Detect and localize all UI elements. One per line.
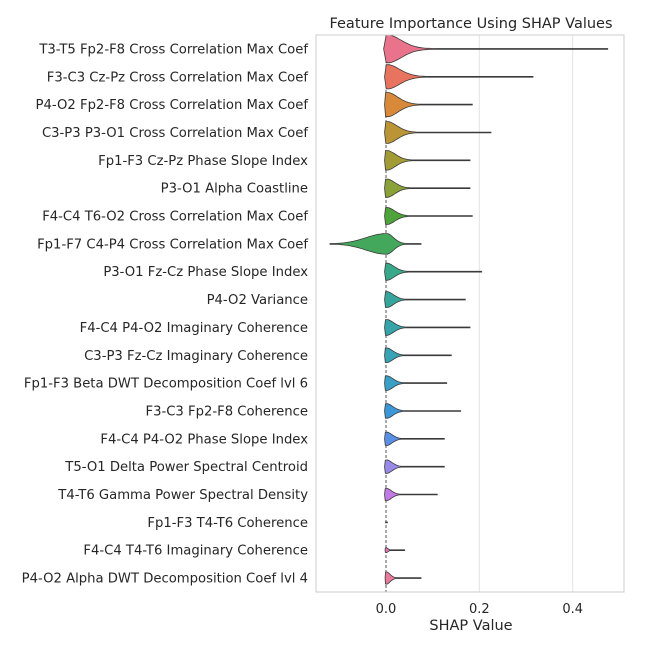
chart-title: Feature Importance Using SHAP Values bbox=[329, 16, 612, 32]
violins bbox=[329, 34, 609, 585]
violin-shape bbox=[384, 121, 492, 144]
violin-shape bbox=[384, 403, 462, 419]
feature-label: T4-T6 Gamma Power Spectral Density bbox=[57, 488, 308, 503]
feature-label: F3-C3 Fp2-F8 Coherence bbox=[145, 404, 308, 419]
feature-label: C3-P3 P3-O1 Cross Correlation Max Coef bbox=[42, 126, 308, 141]
violin-shape bbox=[384, 150, 471, 171]
feature-label: Fp1-F3 Cz-Pz Phase Slope Index bbox=[98, 154, 308, 169]
feature-label: F4-C4 T6-O2 Cross Correlation Max Coef bbox=[42, 210, 308, 225]
violin-shape bbox=[384, 347, 452, 363]
violin-shape bbox=[384, 178, 471, 198]
feature-label: P3-O1 Fz-Cz Phase Slope Index bbox=[103, 265, 308, 280]
feature-label: F3-C3 Cz-Pz Cross Correlation Max Coef bbox=[47, 70, 309, 85]
feature-label: P3-O1 Alpha Coastline bbox=[161, 182, 308, 197]
feature-label: T3-T5 Fp2-F8 Cross Correlation Max Coef bbox=[38, 42, 308, 57]
gridlines bbox=[385, 35, 574, 592]
x-axis-ticks: 0.0 0.2 0.4 bbox=[376, 602, 583, 617]
feature-label: C3-P3 Fz-Cz Imaginary Coherence bbox=[84, 349, 308, 364]
violin-shape bbox=[384, 547, 406, 553]
feature-label: P4-O2 Fp2-F8 Cross Correlation Max Coef bbox=[36, 98, 309, 113]
x-tick-label: 0.2 bbox=[469, 602, 490, 617]
violin-shape bbox=[384, 64, 534, 90]
feature-label: Fp1-F7 C4-P4 Cross Correlation Max Coef bbox=[37, 237, 308, 252]
feature-label: P4-O2 Alpha DWT Decomposition Coef lvl 4 bbox=[22, 572, 308, 587]
violin-shape bbox=[385, 521, 388, 524]
violin-shape bbox=[384, 431, 445, 446]
feature-label: Fp1-F3 T4-T6 Coherence bbox=[147, 516, 308, 531]
violin-shape bbox=[384, 92, 473, 118]
violin-shape bbox=[384, 207, 473, 225]
x-tick-label: 0.0 bbox=[376, 602, 397, 617]
x-axis-label: SHAP Value bbox=[429, 618, 512, 634]
x-tick-label: 0.4 bbox=[562, 602, 583, 617]
violin-shape bbox=[384, 375, 448, 391]
violin-shape bbox=[383, 34, 609, 64]
violin-shape bbox=[384, 291, 466, 308]
violin-shape bbox=[384, 571, 422, 585]
feature-label: P4-O2 Variance bbox=[207, 293, 308, 308]
feature-label: T5-O1 Delta Power Spectral Centroid bbox=[64, 460, 308, 475]
feature-label: F4-C4 P4-O2 Imaginary Coherence bbox=[80, 321, 308, 336]
violin-shape bbox=[384, 459, 445, 474]
violin-shape bbox=[384, 488, 438, 501]
violin-shape bbox=[329, 233, 422, 255]
violin-shape bbox=[384, 319, 471, 336]
feature-label: F4-C4 T4-T6 Imaginary Coherence bbox=[83, 544, 308, 559]
plot-frame bbox=[315, 34, 625, 593]
feature-label: F4-C4 P4-O2 Phase Slope Index bbox=[100, 432, 308, 447]
feature-labels: T3-T5 Fp2-F8 Cross Correlation Max Coef F… bbox=[22, 42, 309, 586]
violin-shape bbox=[384, 262, 483, 281]
feature-label: Fp1-F3 Beta DWT Decomposition Coef lvl 6 bbox=[24, 377, 308, 392]
